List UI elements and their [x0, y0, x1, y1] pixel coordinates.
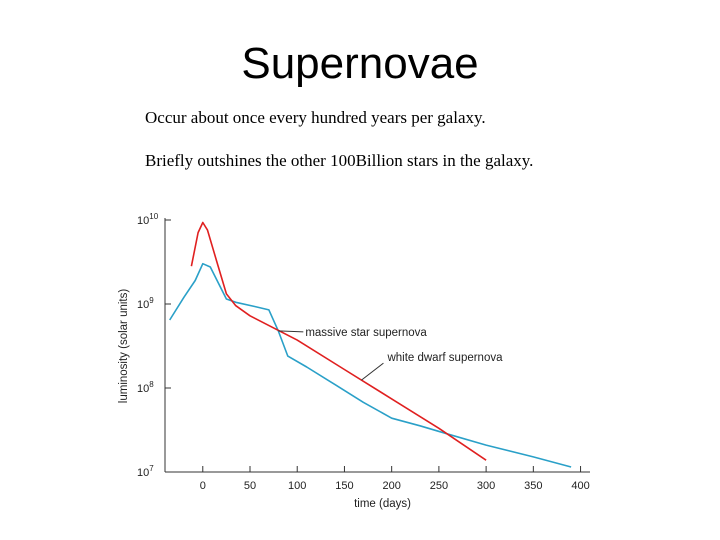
- bullet-outshines-galaxy: Briefly outshines the other 100Billion s…: [145, 151, 534, 170]
- series-line-massive-star-supernova: [169, 262, 572, 468]
- slide-title: Supernovae: [241, 39, 479, 88]
- x-tick-label-400: 400: [571, 480, 589, 492]
- x-tick-label-300: 300: [477, 480, 495, 492]
- y-tick-label-7: 107: [137, 464, 154, 479]
- y-tick-label-8: 108: [137, 380, 154, 395]
- y-axis-title: luminosity (solar units): [118, 289, 130, 404]
- x-tick-label-350: 350: [524, 480, 542, 492]
- y-tick-label-9: 109: [137, 296, 154, 311]
- x-tick-label-250: 250: [430, 480, 448, 492]
- chart-series: [169, 221, 572, 468]
- bullet-once-per-century: Occur about once every hundred years per…: [145, 108, 486, 127]
- x-tick-label-150: 150: [335, 480, 353, 492]
- annotation-label-massive-star-supernova: massive star supernova: [305, 327, 427, 339]
- x-axis-title: time (days): [354, 498, 411, 510]
- annotation-label-white-dwarf-supernova: white dwarf supernova: [386, 352, 503, 364]
- x-tick-label-200: 200: [382, 480, 400, 492]
- chart-axes: 0 50 100 150 200 250 300 350 400 107 108 109 1010 tim…: [118, 212, 590, 510]
- y-tick-label-10: 1010: [137, 212, 159, 227]
- series-line-white-dwarf-supernova: [190, 221, 487, 461]
- x-tick-label-100: 100: [288, 480, 306, 492]
- x-tick-label-50: 50: [244, 480, 256, 492]
- annotation-leader-white-dwarf-supernova: [361, 362, 384, 381]
- x-tick-label-0: 0: [200, 480, 206, 492]
- chart-annotations: massive star supernova white dwarf supern…: [278, 327, 503, 381]
- annotation-leader-massive-star-supernova: [278, 330, 304, 333]
